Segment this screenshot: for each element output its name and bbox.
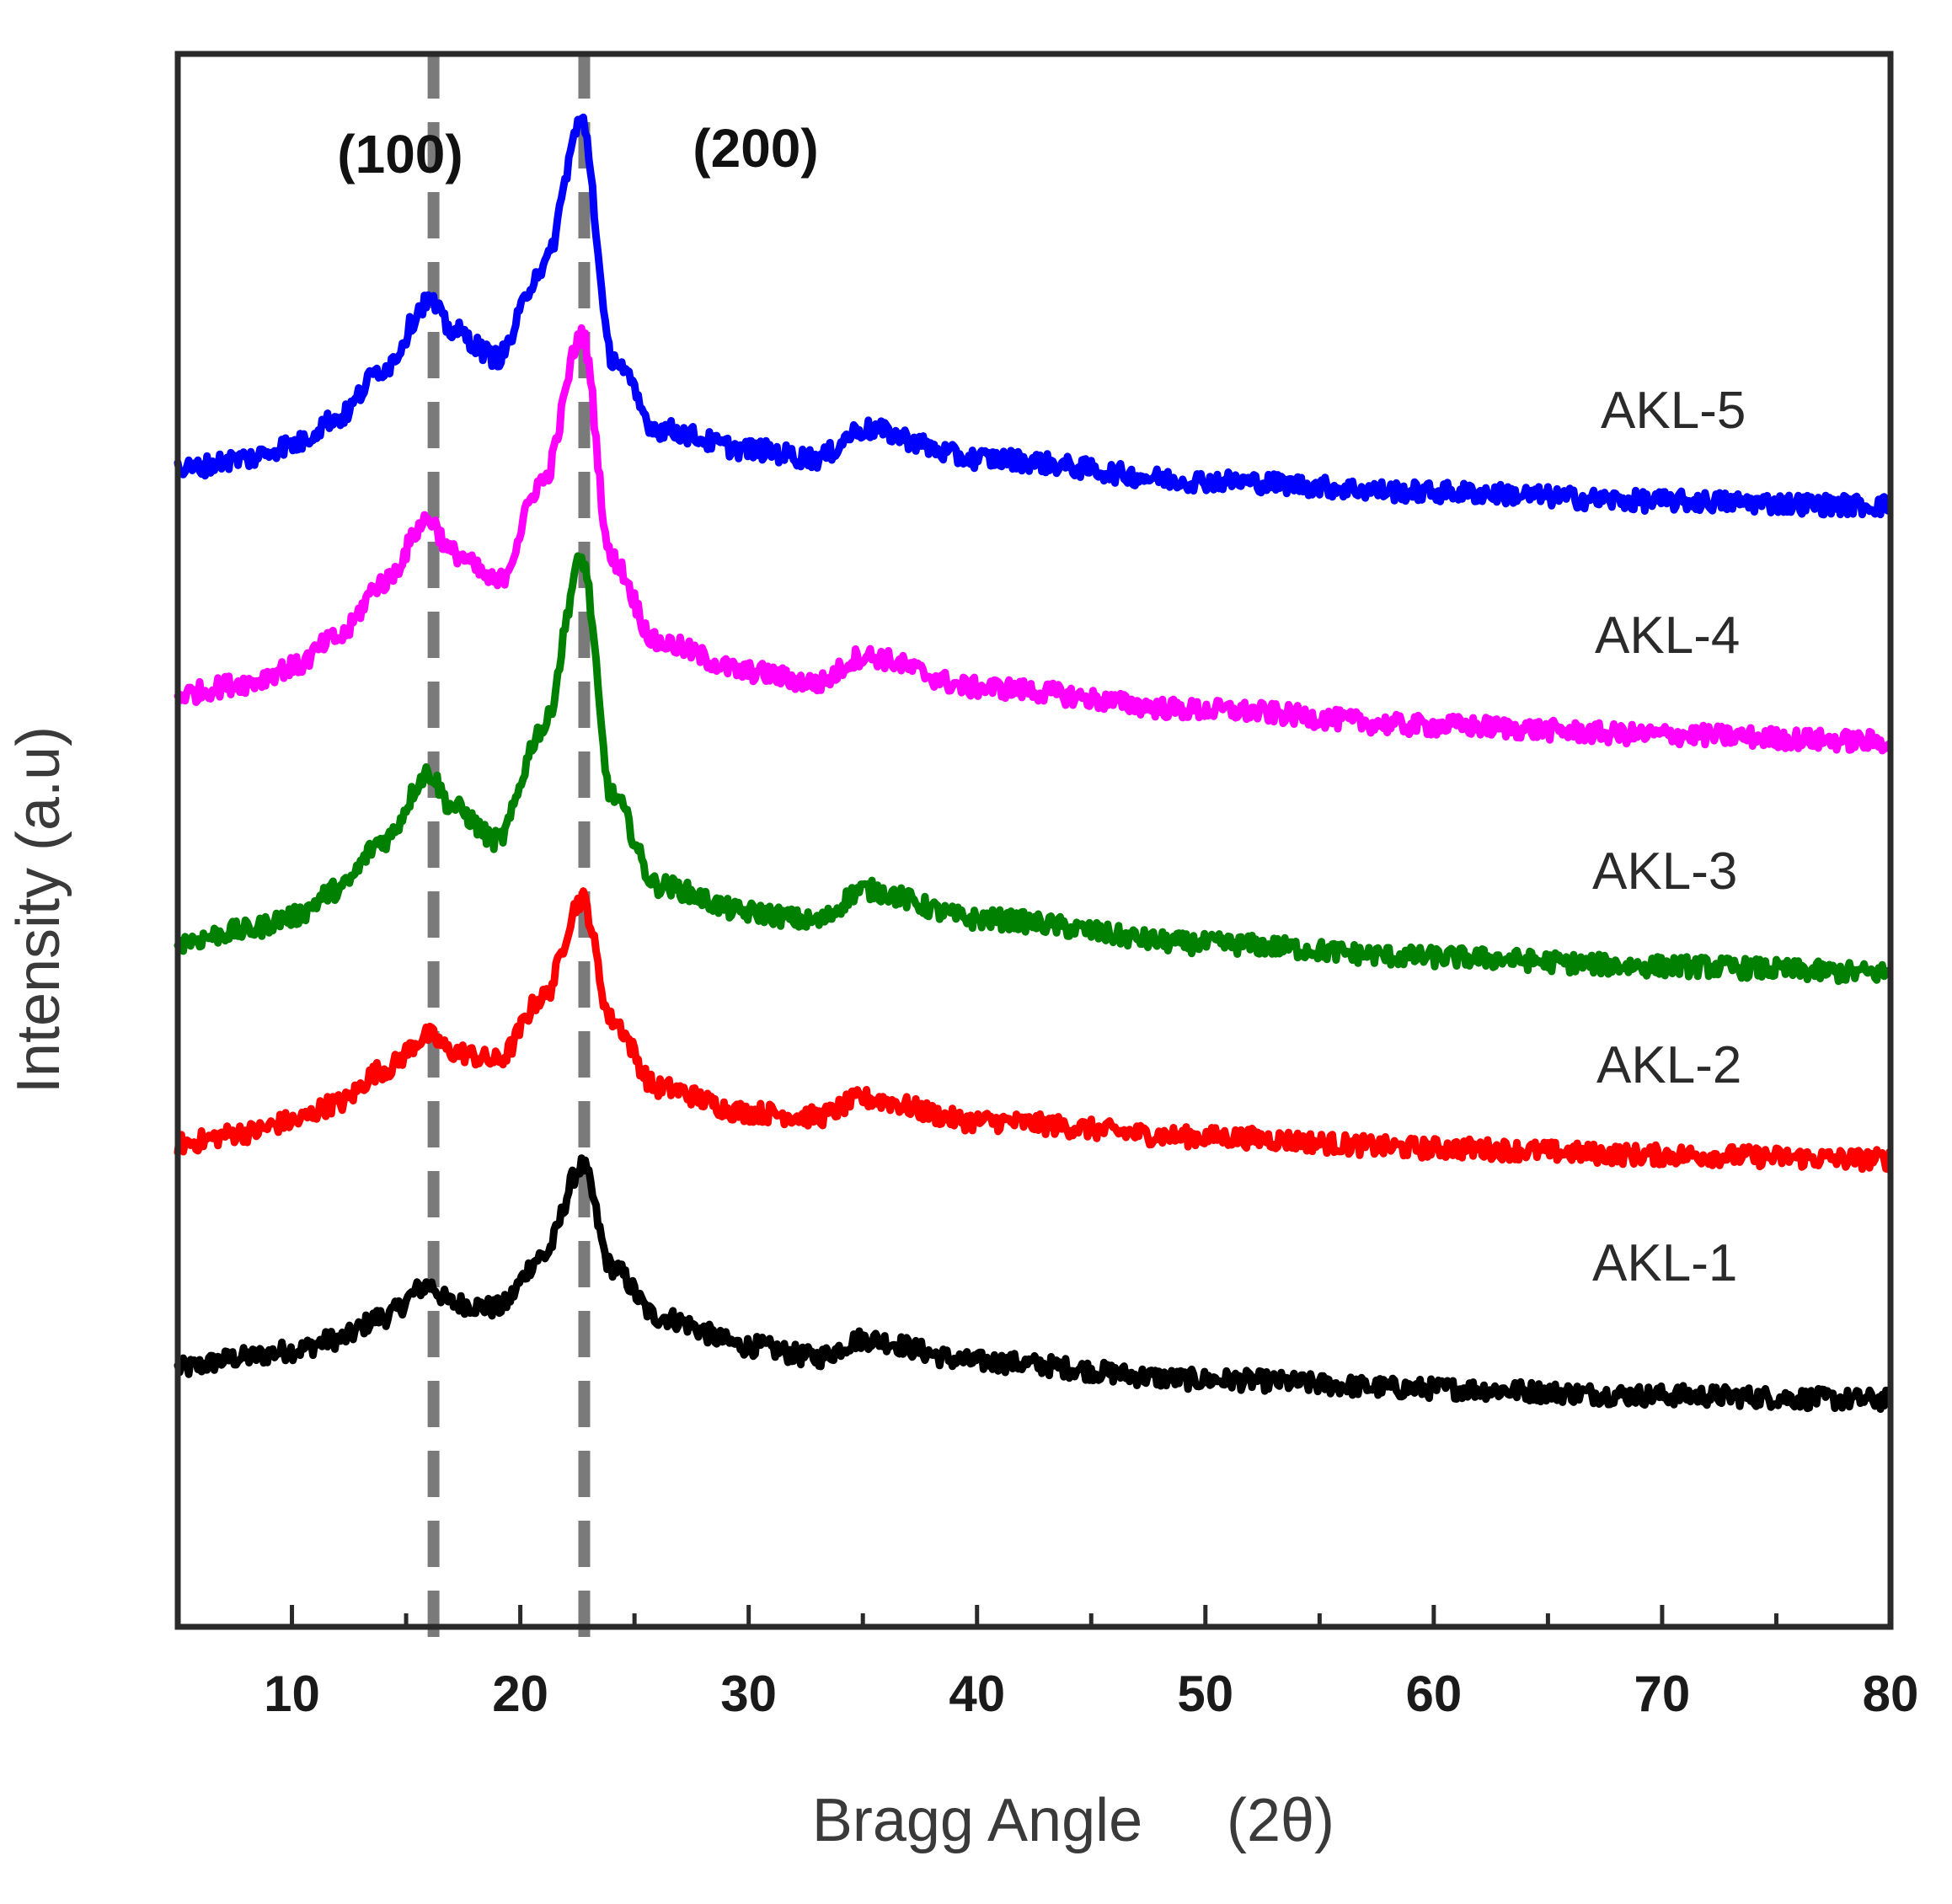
series-line-akl-2: [174, 887, 1894, 1174]
reference-lines-layer: [427, 52, 591, 1644]
peak-label-200: (200): [693, 118, 818, 179]
series-label-akl-4: AKL-4: [1595, 607, 1740, 665]
x-tick-label-30: 30: [720, 1666, 777, 1722]
x-tick-label-40: 40: [949, 1666, 1005, 1722]
x-tick-label-70: 70: [1634, 1666, 1691, 1722]
series-line-akl-3: [174, 552, 1894, 986]
peak-label-100: (100): [337, 124, 463, 185]
series-layer: [174, 113, 1894, 1413]
series-label-akl-5: AKL-5: [1601, 382, 1746, 440]
x-axis-title: Bragg Angle: [812, 1787, 1142, 1854]
series-line-akl-1: [174, 1154, 1894, 1413]
x-axis-unit: (2θ): [1227, 1787, 1334, 1854]
x-tick-label-80: 80: [1863, 1666, 1919, 1722]
series-label-akl-2: AKL-2: [1596, 1036, 1741, 1094]
axes-layer: 10 20 30 40 50 60 70 80: [175, 1605, 1919, 1722]
x-tick-label-10: 10: [264, 1666, 320, 1722]
x-tick-label-60: 60: [1405, 1666, 1462, 1722]
x-tick-label-20: 20: [492, 1666, 548, 1722]
series-label-akl-1: AKL-1: [1592, 1234, 1737, 1292]
plot-frame: [174, 51, 1894, 1630]
series-line-akl-5: [174, 113, 1894, 519]
x-tick-label-50: 50: [1177, 1666, 1233, 1722]
series-line-akl-4: [174, 324, 1894, 755]
series-label-akl-3: AKL-3: [1592, 842, 1737, 901]
y-axis-title: Intensity (a.u): [5, 726, 72, 1094]
